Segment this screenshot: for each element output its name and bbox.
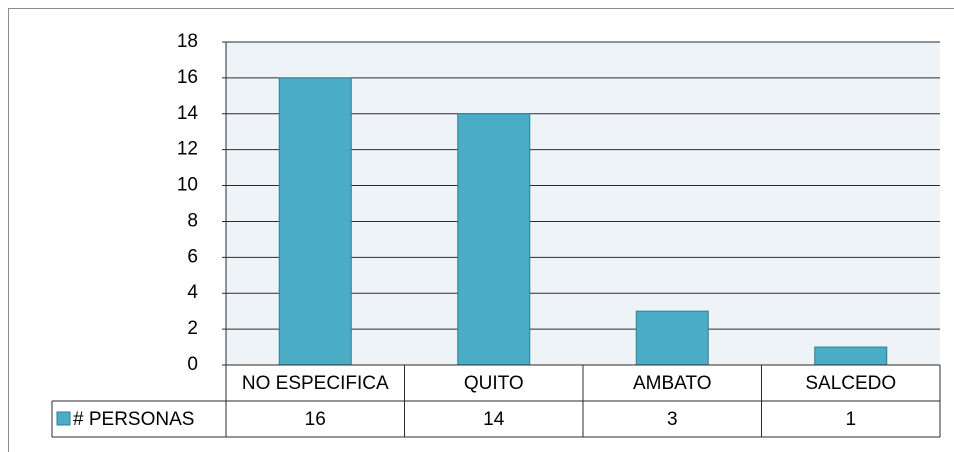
- y-tick-label: 6: [187, 246, 198, 267]
- y-tick-label: 14: [177, 103, 199, 124]
- y-tick-label: 0: [187, 354, 198, 375]
- y-tick-label: 2: [187, 318, 198, 339]
- x-tick-label: SALCEDO: [805, 373, 896, 394]
- y-tick-label: 10: [177, 175, 198, 196]
- x-tick-label: QUITO: [464, 373, 524, 394]
- table-value: 1: [845, 409, 856, 430]
- y-tick-label: 12: [177, 139, 198, 160]
- x-tick-label: AMBATO: [633, 373, 711, 394]
- table-value: 16: [305, 409, 326, 430]
- legend-label: # PERSONAS: [73, 409, 194, 430]
- bar: [278, 77, 352, 366]
- y-tick-label: 16: [177, 67, 198, 88]
- y-tick-label: 8: [187, 210, 198, 231]
- y-tick-label: 18: [177, 31, 198, 52]
- bar: [457, 113, 531, 366]
- bar: [635, 310, 709, 366]
- x-tick-label: NO ESPECIFICA: [242, 373, 389, 394]
- table-value: 14: [483, 409, 505, 430]
- y-tick-label: 4: [187, 282, 198, 303]
- bar: [814, 346, 888, 366]
- table-value: 3: [667, 409, 678, 430]
- legend-key: [56, 411, 71, 426]
